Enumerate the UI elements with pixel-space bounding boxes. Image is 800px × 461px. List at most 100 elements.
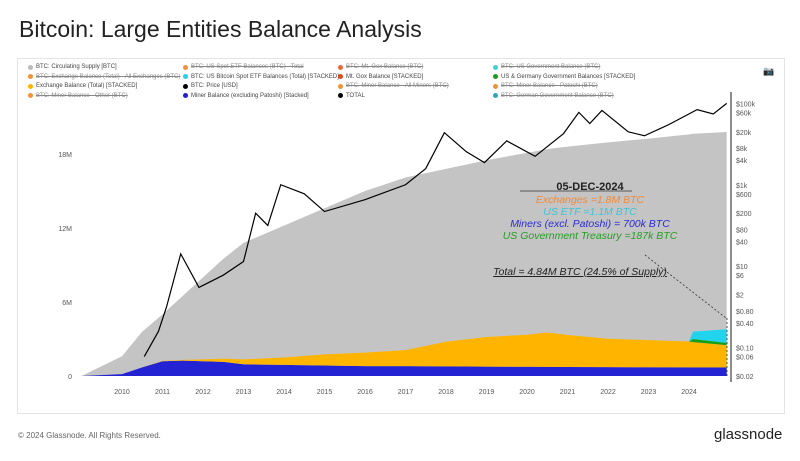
legend-label: BTC: US Bitcoin Spot ETF Balances (Total…	[191, 73, 339, 80]
legend-swatch	[493, 74, 498, 79]
legend-label: BTC: Miner Balance - Patoshi (BTC)	[501, 83, 598, 89]
legend-swatch	[338, 74, 343, 79]
legend-label: BTC: Exchange Balance (Total) - All Exch…	[36, 73, 181, 80]
camera-icon[interactable]: 📷	[763, 66, 775, 76]
x-tick-label: 2011	[155, 389, 170, 396]
legend-item[interactable]: US & Germany Government Balances [STACKE…	[493, 74, 635, 80]
y-left-tick-label: 0	[68, 374, 72, 381]
x-tick-label: 2020	[519, 389, 535, 396]
series-circulating-supply-area	[81, 131, 727, 376]
legend-swatch	[183, 74, 188, 79]
series-us-etf-area	[689, 329, 727, 343]
y-right-tick-label: $60k	[736, 110, 752, 117]
x-tick-label: 2012	[195, 389, 211, 396]
legend-item[interactable]: TOTAL	[338, 93, 365, 99]
legend-item[interactable]: BTC: Miner Balance - Patoshi (BTC)	[493, 83, 598, 89]
legend-label: BTC: German Government Balance (BTC)	[501, 92, 614, 99]
legend-label: BTC: Circulating Supply [BTC]	[36, 64, 117, 70]
legend-swatch	[28, 64, 33, 70]
y-right-tick-label: $0.40	[736, 321, 754, 328]
x-tick-label: 2018	[438, 389, 454, 396]
annotation-etf: US ETF =1.1M BTC	[543, 206, 637, 218]
legend-swatch	[338, 64, 343, 70]
legend-item[interactable]: Exchange Balance (Total) [STACKED]	[28, 83, 137, 89]
y-right-tick-label: $4k	[736, 158, 748, 165]
x-tick-label: 2017	[398, 389, 414, 396]
legend-swatch	[183, 83, 188, 89]
legend-swatch	[493, 93, 498, 98]
legend-item[interactable]: BTC: Exchange Balance (Total) - All Exch…	[28, 74, 180, 80]
x-tick-label: 2022	[600, 389, 616, 396]
legend-label: Mt. Gox Balance [STACKED]	[346, 73, 424, 80]
y-right-tick-label: $20k	[736, 130, 752, 137]
y-right-tick-label: $600	[736, 192, 752, 199]
x-tick-label: 2024	[681, 389, 697, 396]
annotation-pointer-line	[644, 254, 727, 319]
legend-label: Miner Balance (excluding Patoshi) [Stack…	[191, 92, 309, 99]
glassnode-logo: glassnode	[714, 426, 783, 443]
y-right-tick-label: $2	[736, 293, 744, 300]
x-tick-label: 2023	[641, 389, 657, 396]
legend-label: US & Germany Government Balances [STACKE…	[501, 73, 636, 80]
legend-item[interactable]: Mt. Gox Balance [STACKED]	[338, 74, 423, 80]
legend-item[interactable]: BTC: Circulating Supply [BTC]	[28, 64, 117, 70]
legend-swatch	[338, 83, 343, 89]
legend-swatch	[28, 74, 33, 79]
legend-item[interactable]: BTC: Miner Balance - All Miners (BTC)	[338, 83, 449, 89]
page-title: Bitcoin: Large Entities Balance Analysis	[19, 16, 422, 42]
legend-swatch	[28, 93, 33, 98]
x-tick-label: 2014	[276, 389, 292, 396]
legend-label: TOTAL	[346, 92, 365, 99]
legend-label: BTC: Price [USD]	[191, 83, 238, 89]
y-right-tick-label: $6	[736, 273, 744, 280]
x-tick-label: 2010	[114, 389, 130, 396]
x-tick-label: 2021	[560, 389, 576, 396]
legend-item[interactable]: Miner Balance (excluding Patoshi) [Stack…	[183, 93, 309, 99]
y-right-tick-label: $0.10	[736, 346, 754, 353]
y-right-tick-label: $200	[736, 211, 752, 218]
legend-item[interactable]: BTC: Miner Balance - Other (BTC)	[28, 93, 128, 99]
x-tick-label: 2016	[357, 389, 373, 396]
chart-frame	[17, 58, 785, 414]
legend-swatch	[493, 83, 498, 89]
legend-label: BTC: Miner Balance - All Miners (BTC)	[346, 83, 449, 89]
y-right-tick-label: $0.02	[736, 374, 754, 381]
legend-label: BTC: US Spot ETF Balances (BTC) - Total	[191, 64, 304, 70]
legend-swatch	[493, 64, 498, 70]
annotation-miners: Miners (excl. Patoshi) = 700k BTC	[510, 218, 670, 230]
series-us-germany-gov-area	[689, 339, 727, 346]
series-price-line	[143, 102, 728, 357]
legend-label: BTC: Mt. Gox Balance (BTC)	[346, 64, 424, 70]
copyright: © 2024 Glassnode. All Rights Reserved.	[18, 431, 161, 440]
y-right-tick-label: $0.80	[736, 309, 754, 316]
legend-swatch	[183, 64, 188, 70]
x-tick-label: 2015	[317, 389, 333, 396]
y-left-tick-label: 18M	[58, 152, 72, 159]
y-right-tick-label: $1k	[736, 183, 748, 190]
annotation-gov: US Government Treasury =187k BTC	[502, 230, 678, 242]
legend-item[interactable]: BTC: Mt. Gox Balance (BTC)	[338, 64, 423, 70]
y-right-tick-label: $100k	[736, 101, 756, 108]
legend-label: BTC: Miner Balance - Other (BTC)	[36, 92, 128, 99]
legend-item[interactable]: BTC: US Bitcoin Spot ETF Balances (Total…	[183, 74, 339, 80]
x-tick-label: 2019	[479, 389, 495, 396]
y-right-tick-label: $40	[736, 240, 748, 247]
annotation-exchanges: Exchanges =1.8M BTC	[535, 194, 645, 206]
legend-item[interactable]: BTC: US Spot ETF Balances (BTC) - Total	[183, 64, 304, 70]
series-exchange-balance-area	[142, 332, 727, 368]
legend-item[interactable]: BTC: US Government Balance (BTC)	[493, 64, 600, 70]
series-miner-balance-excl-patoshi--area	[81, 360, 727, 376]
annotation-total: Total = 4.84M BTC (24.5% of Supply)	[493, 266, 667, 278]
annotation-date: 05-DEC-2024	[556, 181, 624, 193]
legend-swatch	[28, 83, 33, 89]
y-right-tick-label: $80	[736, 227, 748, 234]
y-right-tick-label: $8k	[736, 146, 748, 153]
x-tick-label: 2013	[236, 389, 252, 396]
legend-swatch	[338, 93, 343, 98]
y-right-tick-label: $0.06	[736, 355, 754, 362]
legend-item[interactable]: BTC: Price [USD]	[183, 83, 238, 89]
legend-item[interactable]: BTC: German Government Balance (BTC)	[493, 93, 614, 99]
y-left-tick-label: 12M	[58, 226, 72, 233]
legend-label: Exchange Balance (Total) [STACKED]	[36, 83, 138, 89]
